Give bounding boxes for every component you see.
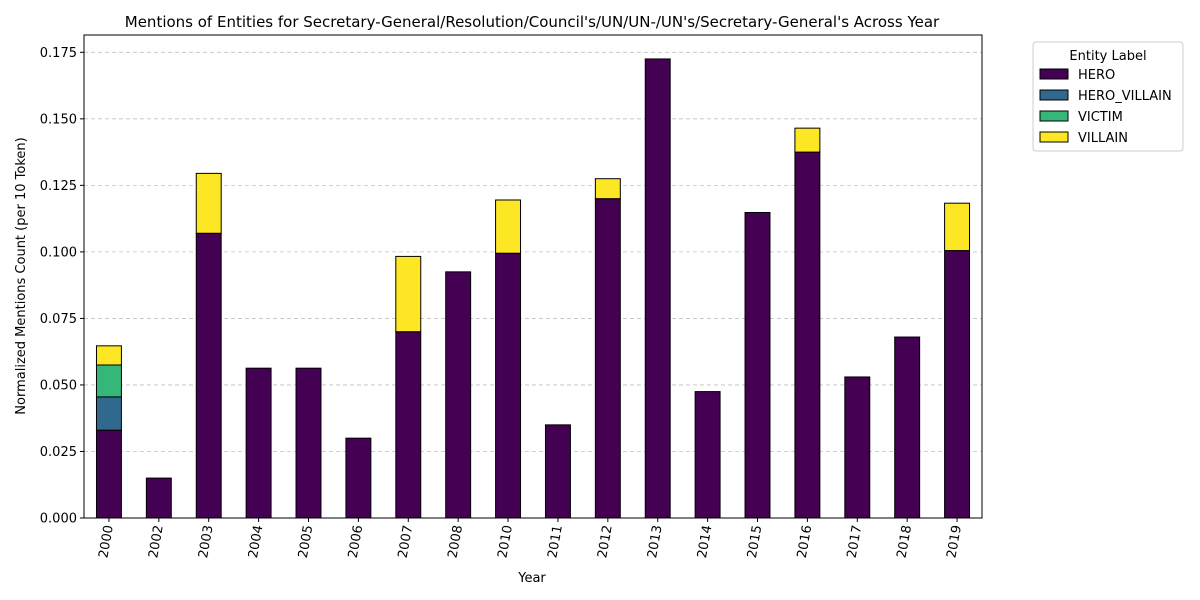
y-tick-label: 0.075 xyxy=(40,312,77,327)
x-tick-label: 2004 xyxy=(246,524,267,559)
bar-villain-2003 xyxy=(195,172,222,234)
x-axis-label: Year xyxy=(517,571,546,586)
bar-hero-2002 xyxy=(145,477,172,519)
plot-frame xyxy=(83,34,983,519)
x-tick-label: 2003 xyxy=(196,524,217,559)
x-tick-label: 2007 xyxy=(396,524,417,559)
bar-hero-2018 xyxy=(894,336,921,519)
legend: Entity Label HERO HERO_VILLAIN VICTIM VILLAI… xyxy=(1032,41,1184,152)
x-tick-label: 2015 xyxy=(745,524,766,559)
legend-swatch xyxy=(1039,89,1069,101)
chart-title: Mentions of Entities for Secretary-Gener… xyxy=(125,13,940,31)
bar-hero-2014 xyxy=(694,391,721,519)
bar-hero-2004 xyxy=(245,367,272,519)
legend-box xyxy=(1032,41,1184,152)
bar-victim-2000 xyxy=(95,364,122,398)
bar-villain-2000 xyxy=(95,345,122,366)
bar-hero-villain-2000 xyxy=(95,396,122,431)
bar-hero-2015 xyxy=(744,211,771,519)
y-tick-label: 0.150 xyxy=(40,112,77,127)
x-tick-label: 2016 xyxy=(795,524,816,559)
bar-hero-2005 xyxy=(295,367,322,519)
x-tick-label: 2005 xyxy=(296,524,317,559)
bar-hero-2003 xyxy=(195,232,222,519)
y-tick-label: 0.000 xyxy=(40,512,77,527)
bar-hero-2010 xyxy=(495,252,522,519)
y-tick-label: 0.125 xyxy=(40,179,77,194)
x-tick-label: 2013 xyxy=(645,524,666,559)
bar-hero-2019 xyxy=(944,250,971,519)
bar-hero-2011 xyxy=(544,424,571,519)
legend-label: VICTIM xyxy=(1078,110,1123,125)
bar-villain-2019 xyxy=(944,202,971,252)
bar-hero-2013 xyxy=(644,58,671,519)
x-tick-label: 2017 xyxy=(845,524,866,559)
legend-label: HERO_VILLAIN xyxy=(1078,89,1172,104)
x-tick-label: 2008 xyxy=(446,524,467,559)
legend-title: Entity Label xyxy=(1069,49,1146,64)
bar-villain-2007 xyxy=(395,255,422,333)
y-tick-label: 0.100 xyxy=(40,245,77,260)
legend-swatch xyxy=(1039,131,1069,143)
y-tick-label: 0.025 xyxy=(40,445,77,460)
legend-swatch xyxy=(1039,68,1069,80)
y-axis-ticks: 0.000 0.025 0.050 0.075 0.100 0.125 0.150 0.175 xyxy=(40,46,84,527)
bar-hero-2000 xyxy=(95,429,122,519)
y-tick-label: 0.175 xyxy=(40,46,77,61)
x-tick-label: 2002 xyxy=(146,524,167,559)
x-tick-label: 2019 xyxy=(944,524,965,559)
x-tick-label: 2012 xyxy=(595,524,616,559)
y-tick-label: 0.050 xyxy=(40,378,77,393)
y-axis-label: Normalized Mentions Count (per 10 Token) xyxy=(14,137,29,414)
x-tick-label: 2014 xyxy=(695,524,716,559)
x-tick-label: 2006 xyxy=(346,524,367,559)
x-tick-label: 2018 xyxy=(895,524,916,559)
legend-swatch xyxy=(1039,110,1069,122)
x-tick-label: 2000 xyxy=(96,524,117,559)
bar-hero-2012 xyxy=(594,198,621,519)
x-axis-ticks: 2000 2002 2003 2004 2005 2006 2007 2008 2010 2011… xyxy=(96,518,965,559)
legend-label: HERO xyxy=(1078,68,1115,83)
bar-villain-2012 xyxy=(594,178,621,200)
bar-hero-2007 xyxy=(395,331,422,519)
bar-villain-2010 xyxy=(495,199,522,254)
x-tick-label: 2011 xyxy=(545,524,566,559)
bar-hero-2016 xyxy=(794,151,821,519)
bar-hero-2008 xyxy=(445,271,472,519)
bar-hero-2006 xyxy=(345,437,372,519)
bar-villain-2016 xyxy=(794,127,821,153)
bars xyxy=(95,58,971,519)
legend-label: VILLAIN xyxy=(1078,131,1128,146)
bar-hero-2017 xyxy=(844,376,871,519)
x-tick-label: 2010 xyxy=(495,524,516,559)
